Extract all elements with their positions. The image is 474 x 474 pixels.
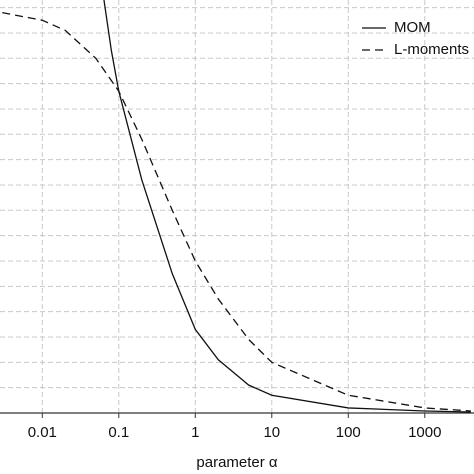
x-tick-label: 1 [191, 424, 199, 441]
line [2, 12, 471, 412]
x-tick-label: 0.1 [108, 424, 129, 441]
x-tick-label: 10 [263, 424, 280, 441]
legend-label: MOM [394, 19, 431, 36]
x-axis-title: parameter α [196, 454, 278, 471]
x-tick-label: 100 [336, 424, 361, 441]
legend-label: L-moments [394, 41, 469, 58]
line [103, 0, 471, 413]
x-tick-label: 1000 [408, 424, 441, 441]
x-tick-label: 0.01 [28, 424, 57, 441]
